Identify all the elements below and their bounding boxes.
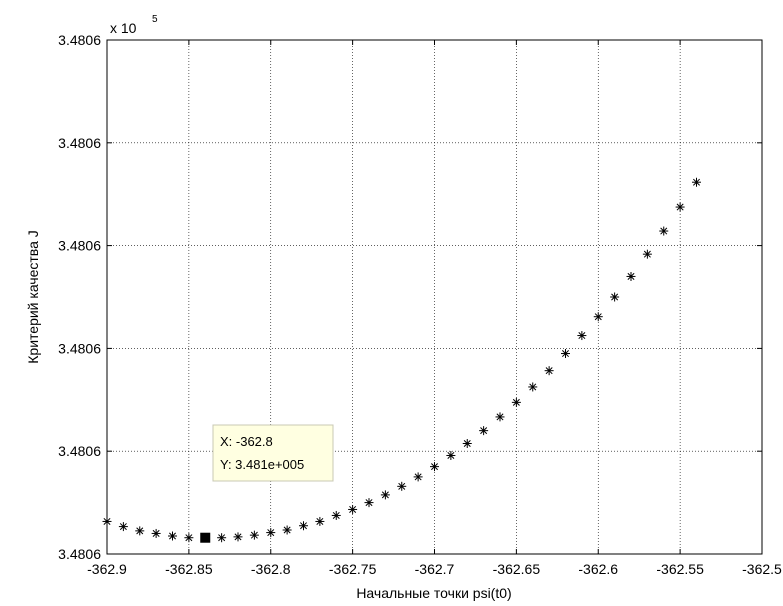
data-tip-x: X: -362.8 <box>220 434 273 449</box>
x-axis-label: Начальные точки psi(t0) <box>356 585 511 601</box>
data-point <box>118 522 128 532</box>
y-tick-label: 3.4806 <box>58 238 101 254</box>
data-point <box>184 533 194 543</box>
data-point <box>446 450 456 460</box>
y-tick-label: 3.4806 <box>58 32 101 48</box>
data-markers <box>102 177 701 543</box>
data-point <box>315 516 325 526</box>
data-tip-marker[interactable] <box>200 532 211 543</box>
data-point <box>348 504 358 514</box>
data-point <box>479 426 489 436</box>
x-tick-label: -362.5 <box>742 561 782 577</box>
x-tick-label: -362.7 <box>415 561 455 577</box>
grid <box>107 40 762 554</box>
tick-marks <box>106 39 763 555</box>
y-tick-label: 3.4806 <box>58 340 101 356</box>
data-point <box>266 528 276 538</box>
x-tick-label: -362.75 <box>329 561 377 577</box>
data-point <box>151 528 161 538</box>
data-point <box>462 438 472 448</box>
data-point <box>102 516 112 526</box>
data-point <box>249 530 259 540</box>
y-tick-label: 3.4806 <box>58 443 101 459</box>
data-point <box>511 397 521 407</box>
data-point <box>593 312 603 322</box>
data-tip[interactable]: X: -362.8 Y: 3.481e+005 <box>200 424 334 543</box>
x-tick-label: -362.65 <box>493 561 541 577</box>
y-tick-label: 3.4806 <box>58 546 101 562</box>
data-point <box>397 481 407 491</box>
data-point <box>626 271 636 281</box>
plot-area <box>107 40 762 554</box>
data-point <box>282 525 292 535</box>
data-point <box>544 366 554 376</box>
data-point <box>561 349 570 359</box>
data-point <box>430 462 439 472</box>
data-point <box>659 226 669 236</box>
y-exponent-power: 5 <box>152 14 158 25</box>
data-point <box>135 526 145 536</box>
x-tick-label: -362.9 <box>87 561 127 577</box>
x-tick-label: -362.55 <box>656 561 704 577</box>
y-tick-label: 3.4806 <box>58 135 101 151</box>
data-point <box>168 531 177 541</box>
data-point <box>413 472 423 482</box>
y-tick-labels: 3.4806 3.4806 3.4806 3.4806 3.4806 3.4806 <box>58 32 101 562</box>
data-tip-y: Y: 3.481e+005 <box>220 457 304 472</box>
data-point <box>364 498 374 508</box>
data-point <box>528 382 538 392</box>
data-point <box>577 331 587 341</box>
y-axis-label: Критерий качества J <box>25 230 41 363</box>
data-point <box>217 533 227 543</box>
x-tick-labels: -362.9 -362.85 -362.8 -362.75 -362.7 -362.65 -… <box>87 561 782 577</box>
x-tick-label: -362.85 <box>165 561 213 577</box>
data-point <box>642 249 652 259</box>
x-tick-label: -362.6 <box>578 561 618 577</box>
data-point <box>495 412 505 422</box>
data-point <box>692 177 701 187</box>
x-tick-label: -362.8 <box>251 561 291 577</box>
data-point <box>331 510 341 520</box>
data-point <box>380 490 390 500</box>
y-exponent-base: x 10 <box>110 20 137 36</box>
data-tip-box <box>212 424 334 482</box>
data-point <box>233 532 243 542</box>
data-point <box>610 292 620 302</box>
data-point <box>299 521 308 531</box>
data-point <box>675 202 685 212</box>
